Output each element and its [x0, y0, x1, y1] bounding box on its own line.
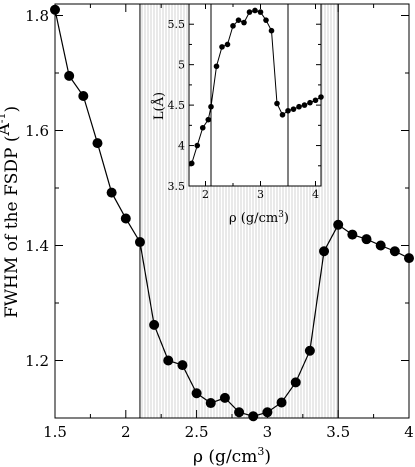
data-point: [163, 355, 174, 366]
data-point: [347, 229, 358, 240]
data-point: [92, 138, 103, 149]
y-tick-label: 1.6: [25, 122, 49, 140]
data-point: [312, 97, 319, 104]
data-point: [268, 27, 275, 34]
inset-x-axis-label: ρ (g/cm3): [229, 210, 289, 226]
inset-chart: 2 3 4 3.5 4 4.5 5 5.5 ρ (g/cm3) L(Å): [151, 3, 324, 226]
data-point: [177, 360, 188, 371]
inset-vertical-markers: [210, 4, 289, 186]
data-point: [361, 234, 372, 245]
tick-labels: 1.5 2 2.5 3 3.5 4 1.2 1.4 1.6 1.8: [25, 7, 414, 441]
data-point: [263, 17, 269, 23]
data-point: [191, 388, 202, 399]
y-tick-label: 5.5: [168, 18, 186, 31]
data-point: [307, 99, 313, 106]
data-point: [78, 91, 89, 101]
y-tick-label: 5: [178, 59, 185, 72]
inset-plot-frame: [188, 3, 322, 187]
data-point: [241, 19, 247, 26]
data-point: [304, 345, 315, 356]
data-point: [106, 187, 117, 198]
data-point: [64, 70, 75, 81]
y-tick-label: 4.5: [168, 99, 186, 112]
x-tick-label: 4: [404, 423, 414, 441]
data-point: [285, 107, 291, 114]
data-point: [375, 240, 386, 251]
data-point: [389, 246, 400, 257]
data-point: [224, 41, 231, 48]
data-point: [199, 124, 206, 131]
data-point: [274, 100, 280, 107]
data-point: [276, 397, 287, 408]
y-tick-label: 1.4: [25, 237, 49, 255]
x-tick-label: 2: [121, 423, 131, 441]
data-point: [120, 213, 131, 224]
data-point: [188, 160, 195, 167]
data-point: [230, 23, 236, 29]
x-tick-label: 3: [263, 423, 273, 441]
data-point: [248, 411, 259, 422]
data-point: [205, 116, 212, 123]
data-point: [149, 319, 160, 330]
data-point: [290, 377, 301, 388]
data-point: [296, 103, 302, 110]
data-point: [257, 9, 264, 15]
data-point: [219, 392, 230, 403]
vertical-markers: [139, 4, 339, 418]
data-point: [301, 102, 308, 108]
data-point: [208, 103, 214, 110]
x-tick-label: 1.5: [43, 423, 67, 441]
data-point: [246, 9, 253, 15]
y-tick-label: 3.5: [168, 180, 186, 193]
inset-y-axis-label: L(Å): [151, 92, 167, 120]
y-tick-label: 4: [178, 139, 185, 152]
y-tick-label: 1.8: [25, 7, 49, 25]
inset-data-points: [188, 7, 324, 167]
data-point: [262, 407, 273, 418]
data-point: [252, 7, 258, 14]
y-axis-label: FWHM of the FSDP (Å-1): [0, 106, 22, 318]
data-point: [213, 63, 220, 70]
x-tick-label: 4: [312, 188, 319, 201]
data-point: [290, 106, 297, 112]
data-point: [235, 17, 242, 23]
x-tick-label: 3.5: [326, 423, 350, 441]
data-point: [219, 44, 225, 50]
y-tick-label: 1.2: [25, 352, 49, 370]
data-point: [134, 237, 145, 248]
x-tick-label: 2: [202, 188, 209, 201]
x-tick-label: 2.5: [185, 423, 209, 441]
data-point: [279, 112, 286, 118]
data-points: [50, 4, 414, 422]
x-axis-label: ρ (g/cm3): [193, 445, 271, 467]
data-point: [205, 398, 216, 409]
inset-tick-labels: 2 3 4 3.5 4 4.5 5 5.5: [168, 18, 320, 201]
data-point: [234, 407, 245, 418]
data-point: [194, 142, 201, 149]
x-tick-label: 3: [257, 188, 264, 201]
data-point: [319, 246, 330, 257]
inset-background: [189, 4, 321, 186]
data-point: [333, 219, 344, 230]
